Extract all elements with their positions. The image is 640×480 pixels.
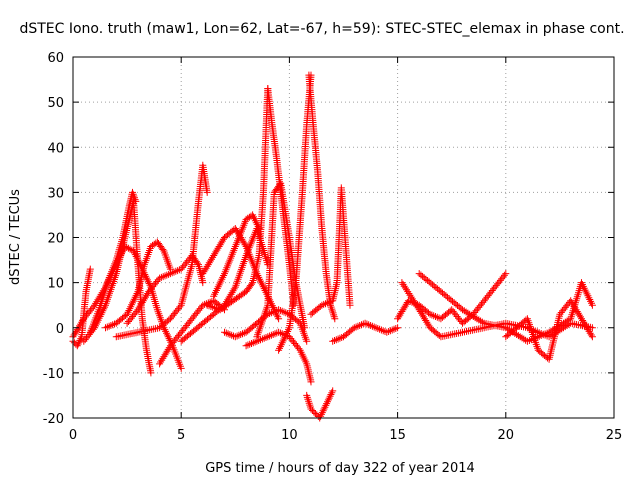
x-tick-label: 20 xyxy=(498,428,515,443)
plus-markers xyxy=(203,85,272,314)
y-tick-label: 50 xyxy=(47,96,64,111)
series-20-points xyxy=(307,184,354,318)
series-7-points xyxy=(112,161,211,341)
series-15-points xyxy=(221,306,311,345)
plus-markers xyxy=(303,387,337,422)
series-19-points xyxy=(305,71,339,323)
series-25-points xyxy=(502,297,596,363)
series-12-points xyxy=(203,85,272,314)
series-9-points xyxy=(210,211,263,300)
x-tick-label: 25 xyxy=(606,428,623,443)
series-14-points xyxy=(253,179,308,341)
plus-markers xyxy=(221,306,311,345)
y-tick-label: 0 xyxy=(56,322,64,337)
plus-markers xyxy=(156,297,228,368)
axis-ticks: 0 5 10 15 20 25 -20 -10 0 10 20 30 40 50 60 xyxy=(43,51,623,443)
x-tick-label: 10 xyxy=(281,428,298,443)
y-tick-label: -10 xyxy=(43,367,64,382)
plus-markers xyxy=(242,328,315,386)
series-5-points xyxy=(102,238,174,332)
y-tick-label: 60 xyxy=(47,51,64,66)
chart-title: dSTEC Iono. truth (maw1, Lon=62, Lat=-67… xyxy=(19,21,624,37)
plus-markers xyxy=(305,71,339,323)
series-18-points xyxy=(303,387,337,422)
y-tick-label: 40 xyxy=(47,141,64,156)
plus-markers xyxy=(307,184,354,318)
x-tick-label: 5 xyxy=(177,428,185,443)
data-marks xyxy=(69,71,596,422)
plus-markers xyxy=(253,179,308,341)
series-8-points xyxy=(156,297,228,368)
series-6-points xyxy=(123,252,207,327)
plus-markers xyxy=(102,238,174,332)
plus-markers xyxy=(123,252,207,327)
y-axis-label: dSTEC / TECUs xyxy=(8,189,23,285)
plus-markers xyxy=(210,211,263,300)
series-21-points xyxy=(329,319,402,345)
y-tick-label: -20 xyxy=(43,412,64,427)
series-16-points xyxy=(242,328,315,386)
x-tick-label: 15 xyxy=(389,428,406,443)
plus-markers xyxy=(112,161,211,341)
x-tick-label: 0 xyxy=(69,428,77,443)
plus-markers xyxy=(80,197,155,377)
y-tick-label: 10 xyxy=(47,277,64,292)
x-axis-label: GPS time / hours of day 322 of year 2014 xyxy=(205,461,475,476)
y-tick-label: 20 xyxy=(47,232,64,247)
plus-markers xyxy=(502,297,596,363)
series-3-points xyxy=(80,197,155,377)
y-tick-label: 30 xyxy=(47,186,64,201)
grid-lines xyxy=(73,57,614,418)
plus-markers xyxy=(329,319,402,345)
